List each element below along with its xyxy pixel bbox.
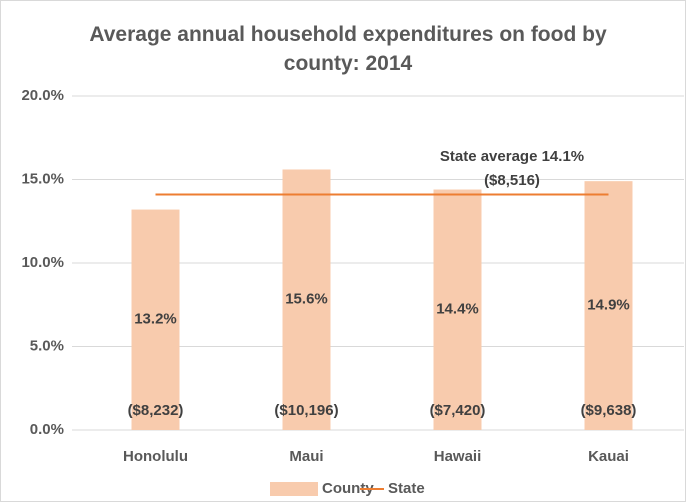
- legend-swatch: [270, 482, 318, 496]
- x-tick-label: Honolulu: [123, 448, 188, 465]
- bar: [433, 189, 482, 430]
- x-tick-label: Hawaii: [434, 448, 482, 465]
- bar: [131, 209, 180, 430]
- annotation: State average 14.1%: [440, 148, 584, 165]
- dollar-label: ($8,232): [128, 402, 184, 419]
- x-tick-label: Maui: [289, 448, 323, 465]
- y-tick-label: 5.0%: [30, 337, 64, 354]
- data-label: 14.9%: [587, 297, 630, 314]
- legend-label: County: [322, 480, 374, 497]
- bar: [584, 181, 633, 430]
- dollar-label: ($10,196): [274, 402, 338, 419]
- y-tick-label: 15.0%: [21, 170, 64, 187]
- y-tick-label: 20.0%: [21, 87, 64, 104]
- bar: [282, 169, 331, 431]
- data-label: 15.6%: [285, 291, 328, 308]
- legend-label: State: [388, 480, 425, 497]
- data-label: 14.4%: [436, 301, 479, 318]
- dollar-label: ($9,638): [581, 402, 637, 419]
- annotation: ($8,516): [484, 172, 540, 189]
- dollar-label: ($7,420): [430, 402, 486, 419]
- data-label: 13.2%: [134, 311, 177, 328]
- y-tick-label: 0.0%: [30, 421, 64, 438]
- chart-title: Average annual household expenditures on…: [89, 23, 607, 75]
- y-tick-label: 10.0%: [21, 254, 64, 271]
- x-tick-label: Kauai: [588, 448, 629, 465]
